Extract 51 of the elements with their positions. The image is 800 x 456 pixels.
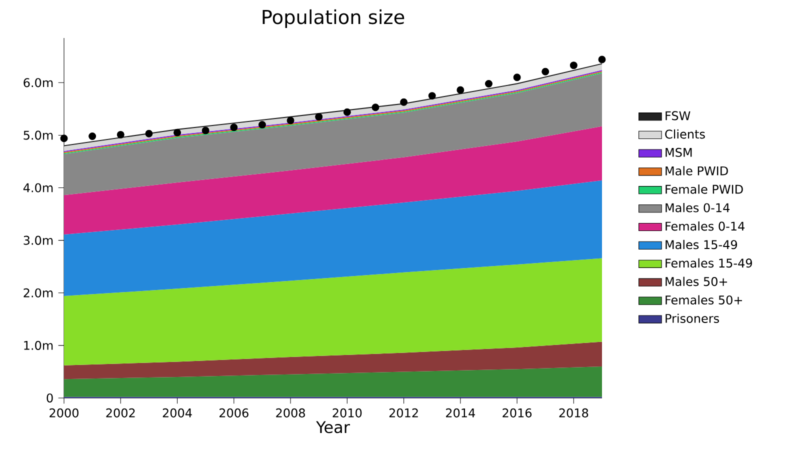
point bbox=[116, 130, 124, 138]
point bbox=[513, 74, 521, 82]
x-axis-title: Year bbox=[316, 421, 350, 434]
point bbox=[456, 86, 464, 94]
point bbox=[60, 134, 68, 142]
point bbox=[343, 108, 351, 116]
x-tick-label: 2008 bbox=[276, 408, 305, 418]
legend-label: Prisoners bbox=[666, 314, 719, 323]
legend-label: Male PWID bbox=[666, 166, 728, 176]
x-tick-label: 2012 bbox=[389, 408, 418, 418]
point bbox=[400, 98, 408, 106]
x-tick-label: 2006 bbox=[220, 408, 248, 418]
point bbox=[428, 92, 436, 100]
point bbox=[315, 113, 323, 121]
y-tick-label: 2.0m bbox=[24, 288, 53, 298]
x-tick-label: 2010 bbox=[332, 408, 362, 418]
legend-label: Males 15-49 bbox=[666, 240, 738, 250]
x-tick-label: 2016 bbox=[502, 408, 532, 418]
point bbox=[542, 68, 550, 76]
legend-label: Males 0-14 bbox=[666, 202, 730, 212]
legend-label: Males 50+ bbox=[666, 276, 728, 286]
point bbox=[372, 104, 380, 112]
legend-label: FSW bbox=[666, 111, 690, 120]
x-tick-label: 2014 bbox=[446, 408, 476, 418]
y-tick-label: 5.0m bbox=[24, 130, 53, 140]
point bbox=[230, 124, 238, 132]
point bbox=[88, 132, 96, 140]
chart-title: Population size bbox=[262, 9, 404, 28]
y-tick-label: 3.0m bbox=[24, 236, 53, 245]
y-tick-label: 6.0m bbox=[24, 78, 53, 88]
y-tick-label: 0 bbox=[46, 393, 53, 403]
legend-label: Females 50+ bbox=[666, 295, 742, 305]
point bbox=[174, 128, 181, 136]
x-tick-label: 2000 bbox=[50, 408, 78, 418]
point bbox=[145, 130, 153, 138]
point bbox=[286, 116, 294, 124]
point bbox=[202, 126, 210, 134]
y-tick-label: 1.0m bbox=[24, 340, 53, 350]
point bbox=[258, 120, 266, 128]
x-tick-label: 2018 bbox=[559, 408, 588, 418]
x-tick-label: 2004 bbox=[162, 408, 192, 418]
legend-label: Clients bbox=[665, 129, 705, 139]
point bbox=[485, 80, 492, 88]
point bbox=[570, 62, 578, 70]
legend-label: Females 0-14 bbox=[666, 221, 745, 231]
legend-label: Female PWID bbox=[666, 184, 743, 194]
legend-label: MSM bbox=[666, 148, 692, 157]
y-tick-label: 4.0m bbox=[23, 183, 53, 192]
point bbox=[598, 56, 606, 64]
x-tick-label: 2002 bbox=[106, 408, 135, 418]
text: Females 15-49 bbox=[666, 258, 752, 268]
